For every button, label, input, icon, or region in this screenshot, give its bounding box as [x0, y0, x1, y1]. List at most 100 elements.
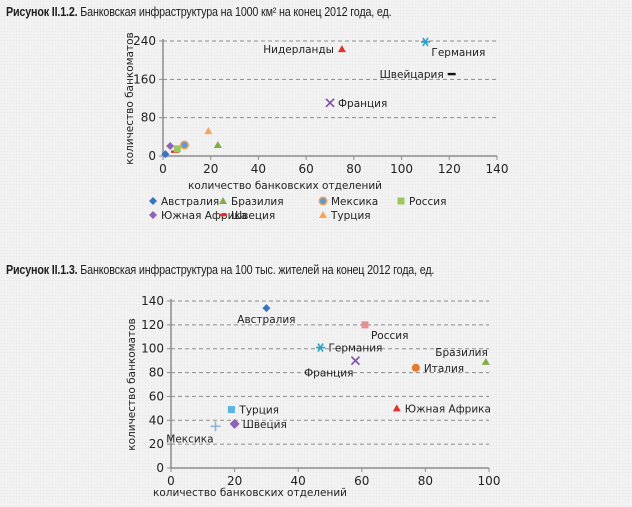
diamond-marker: [149, 197, 157, 205]
chart-1: 0 80 160 240 0 20 40 60 80 100 120 140 количество ба…: [124, 32, 508, 222]
x-tick-label: 100: [478, 474, 501, 488]
legend-label: Бразилия: [231, 196, 284, 208]
legend-marker: [319, 211, 327, 218]
point-турция: [204, 127, 213, 135]
legend-marker: [397, 197, 405, 205]
point-германия: [315, 343, 325, 352]
triangle-marker: [213, 140, 222, 148]
diamond-marker: [229, 418, 240, 429]
x-tick-label: 0: [159, 162, 167, 176]
y-tick-label: 0: [156, 461, 164, 475]
point-label: Южная Африка: [405, 403, 491, 415]
x-tick-label: 100: [390, 162, 413, 176]
circle-marker: [231, 420, 239, 428]
x-axis-title: количество банковских отделений: [153, 487, 347, 499]
figure-2-title: Рисунок II.1.3. Банковская инфраструктур…: [6, 263, 434, 277]
square-marker: [361, 321, 369, 329]
y-tick-label: 240: [133, 34, 156, 48]
point-турция: [227, 406, 235, 414]
x-tick-label: 60: [354, 474, 369, 488]
legend-marker: [149, 197, 157, 205]
point-южная-африка: [392, 404, 401, 412]
point-италия: [411, 363, 420, 372]
point-франция: [350, 356, 361, 366]
legend-marker: [318, 196, 328, 206]
asterisk-marker: [420, 37, 430, 47]
point-label: Бразилия: [435, 347, 488, 359]
y-tick-label: 0: [148, 149, 156, 163]
x-tick-label: 60: [299, 162, 314, 176]
asterisk-marker: [315, 343, 325, 352]
x-tick-label: 40: [291, 474, 306, 488]
legend-item-турция: Турция: [319, 210, 371, 222]
point-бразилия: [213, 140, 222, 148]
point-россия: [173, 145, 181, 153]
y-tick-label: 80: [141, 111, 156, 125]
legend-item-россия: Россия: [397, 196, 446, 208]
legend-item-швеция: Швеция: [219, 210, 275, 222]
x-axis-title: количество банковских отделений: [188, 180, 382, 192]
point-южная-африка: [166, 141, 175, 150]
x-tick-label: 20: [227, 474, 242, 488]
point-label: Италия: [424, 363, 464, 375]
legend-marker: [219, 213, 227, 217]
legend-label: Россия: [409, 196, 446, 208]
square-marker: [397, 197, 405, 205]
legend-item-бразилия: Бразилия: [219, 196, 284, 208]
point-label: Австралия: [237, 314, 295, 326]
triangle-marker: [219, 197, 227, 204]
point-россия: [361, 321, 369, 329]
point-label: Турция: [238, 405, 279, 417]
point-австралия: [161, 150, 170, 159]
point-швейцария: [447, 72, 456, 76]
legend-item-австралия: Австралия: [149, 196, 219, 208]
x-tick-label: 40: [251, 162, 266, 176]
point-label: Нидерланды: [263, 44, 334, 56]
figure-2-title-text: Банковская инфраструктура на 100 тыс. жи…: [77, 263, 435, 277]
diamond-marker: [262, 304, 271, 313]
point-label: Швеция: [243, 419, 287, 431]
dash-marker: [447, 72, 456, 76]
legend: Австралия Бразилия Мексика Россия Южная Афри…: [149, 196, 446, 222]
legend-label: Швеция: [231, 210, 275, 222]
figure-1-title-text: Банковская инфраструктура на 1000 км² на…: [77, 5, 392, 19]
plot-area: 0 80 160 240 0 20 40 60 80 100 120 140 количество ба…: [124, 32, 508, 192]
legend-marker: [149, 211, 157, 219]
triangle-marker: [392, 404, 401, 412]
y-tick-label: 40: [149, 413, 164, 427]
circle-ring-inner: [181, 141, 188, 148]
figure-1-title-number: Рисунок II.1.2.: [6, 5, 78, 19]
point-нидерланды: [337, 45, 346, 53]
x-tick-label: 140: [486, 162, 509, 176]
x-tick-label: 120: [438, 162, 461, 176]
x-tick-label: 80: [418, 474, 433, 488]
diamond-marker: [161, 150, 170, 159]
point-бразилия: [481, 357, 490, 365]
circle-ring-inner: [320, 198, 326, 204]
y-tick-label: 100: [141, 342, 164, 356]
y-axis-title: количество банкоматов: [126, 318, 138, 450]
point-label: Франция: [338, 98, 387, 110]
y-tick-label: 80: [149, 366, 164, 380]
triangle-marker: [481, 357, 490, 365]
point-франция: [325, 98, 335, 108]
point-мексика: [179, 140, 189, 150]
data-points: Нидерланды Германия Швейцария Франция: [161, 37, 485, 159]
point-мексика: [210, 421, 221, 432]
triangle-marker: [319, 211, 327, 218]
y-tick-label: 140: [141, 294, 164, 308]
triangle-marker: [204, 127, 213, 135]
figure-2-title-number: Рисунок II.1.3.: [6, 263, 78, 277]
point-label: Германия: [431, 47, 485, 59]
legend-marker: [219, 197, 227, 204]
diamond-marker: [166, 141, 175, 150]
point-австралия: [262, 304, 271, 313]
point-label: Швейцария: [380, 69, 444, 81]
point-label: Россия: [371, 330, 408, 342]
x-tick-label: 80: [346, 162, 361, 176]
y-tick-label: 60: [149, 389, 164, 403]
legend-item-мексика: Мексика: [318, 196, 378, 208]
x-marker: [325, 98, 335, 108]
square-marker: [173, 145, 181, 153]
